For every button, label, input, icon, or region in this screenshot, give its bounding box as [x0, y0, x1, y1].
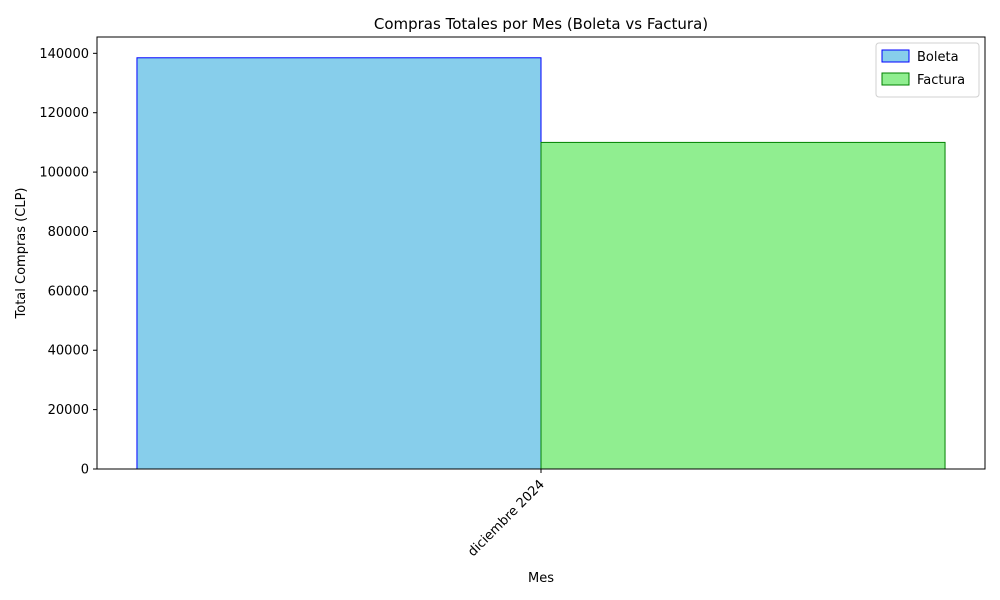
- bar-factura: [540, 141, 946, 470]
- chart-title: Compras Totales por Mes (Boleta vs Factu…: [374, 15, 708, 33]
- y-tick-label: 0: [81, 463, 89, 478]
- y-tick-label: 120000: [39, 106, 89, 121]
- legend-swatch-factura: [881, 72, 910, 86]
- plot-area-frame: [96, 36, 986, 470]
- x-axis: diciembre 2024: [465, 469, 548, 560]
- y-tick-label: 100000: [39, 166, 89, 181]
- y-tick-label: 20000: [48, 403, 89, 418]
- x-tick-label: diciembre 2024: [465, 477, 548, 560]
- legend-label-boleta: Boleta: [917, 50, 959, 65]
- bar-boleta: [136, 57, 542, 470]
- y-tick-label: 60000: [48, 284, 89, 299]
- legend-label-factura: Factura: [917, 73, 965, 88]
- legend-swatch-boleta: [881, 49, 910, 63]
- bar-series: [136, 57, 946, 470]
- x-axis-label: Mes: [528, 571, 554, 586]
- y-tick-label: 80000: [48, 225, 89, 240]
- y-tick-label: 140000: [39, 47, 89, 62]
- y-axis-label: Total Compras (CLP): [14, 188, 29, 320]
- y-tick-label: 40000: [48, 344, 89, 359]
- y-axis: 0 20000 40000 60000 80000 100000 120000 140000: [39, 47, 97, 478]
- legend: Boleta Factura: [875, 42, 980, 98]
